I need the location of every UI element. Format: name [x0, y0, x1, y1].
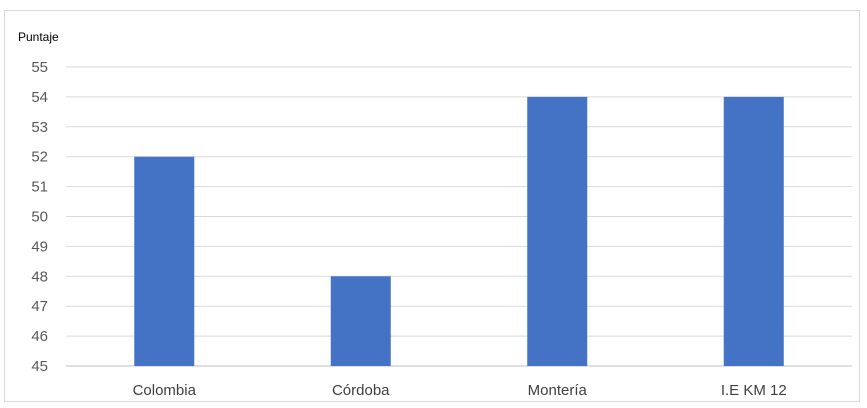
gridlines — [66, 66, 852, 367]
y-tick-label-50: 50 — [31, 209, 48, 226]
x-tick-label-2: Montería — [528, 382, 588, 399]
y-axis-title: Puntaje — [18, 30, 59, 44]
y-tick-label-48: 48 — [31, 268, 48, 285]
x-tick-label-3: I.E KM 12 — [721, 382, 787, 399]
y-tick-label-49: 49 — [31, 238, 48, 255]
bars — [134, 96, 784, 367]
bar-córdoba — [330, 276, 391, 366]
bar-colombia — [134, 156, 195, 366]
y-tick-labels: 45 46 47 48 49 50 51 52 53 54 55 — [31, 59, 48, 375]
x-tick-labels: Colombia Córdoba Montería I.E KM 12 — [133, 382, 787, 399]
y-tick-label-52: 52 — [31, 149, 48, 166]
y-tick-label-51: 51 — [31, 179, 48, 196]
y-tick-label-47: 47 — [31, 298, 48, 315]
y-tick-label-53: 53 — [31, 119, 48, 136]
y-tick-label-55: 55 — [31, 59, 48, 76]
x-tick-label-0: Colombia — [133, 382, 197, 399]
bar-montería — [527, 96, 588, 367]
x-tick-label-1: Córdoba — [332, 382, 390, 399]
y-tick-label-54: 54 — [31, 89, 48, 106]
y-tick-label-46: 46 — [31, 328, 48, 345]
bar-i-e-km-12 — [723, 96, 784, 367]
y-tick-label-45: 45 — [31, 358, 48, 375]
